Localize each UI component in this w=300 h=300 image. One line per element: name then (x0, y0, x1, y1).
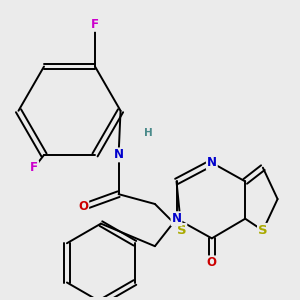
Text: N: N (172, 212, 182, 225)
Text: O: O (78, 200, 88, 213)
Text: S: S (177, 224, 186, 237)
Text: F: F (91, 18, 99, 31)
Text: O: O (207, 256, 217, 269)
Text: F: F (30, 161, 38, 174)
Text: N: N (207, 156, 217, 169)
Text: N: N (114, 148, 124, 161)
Text: H: H (144, 128, 152, 138)
Text: S: S (258, 224, 268, 237)
